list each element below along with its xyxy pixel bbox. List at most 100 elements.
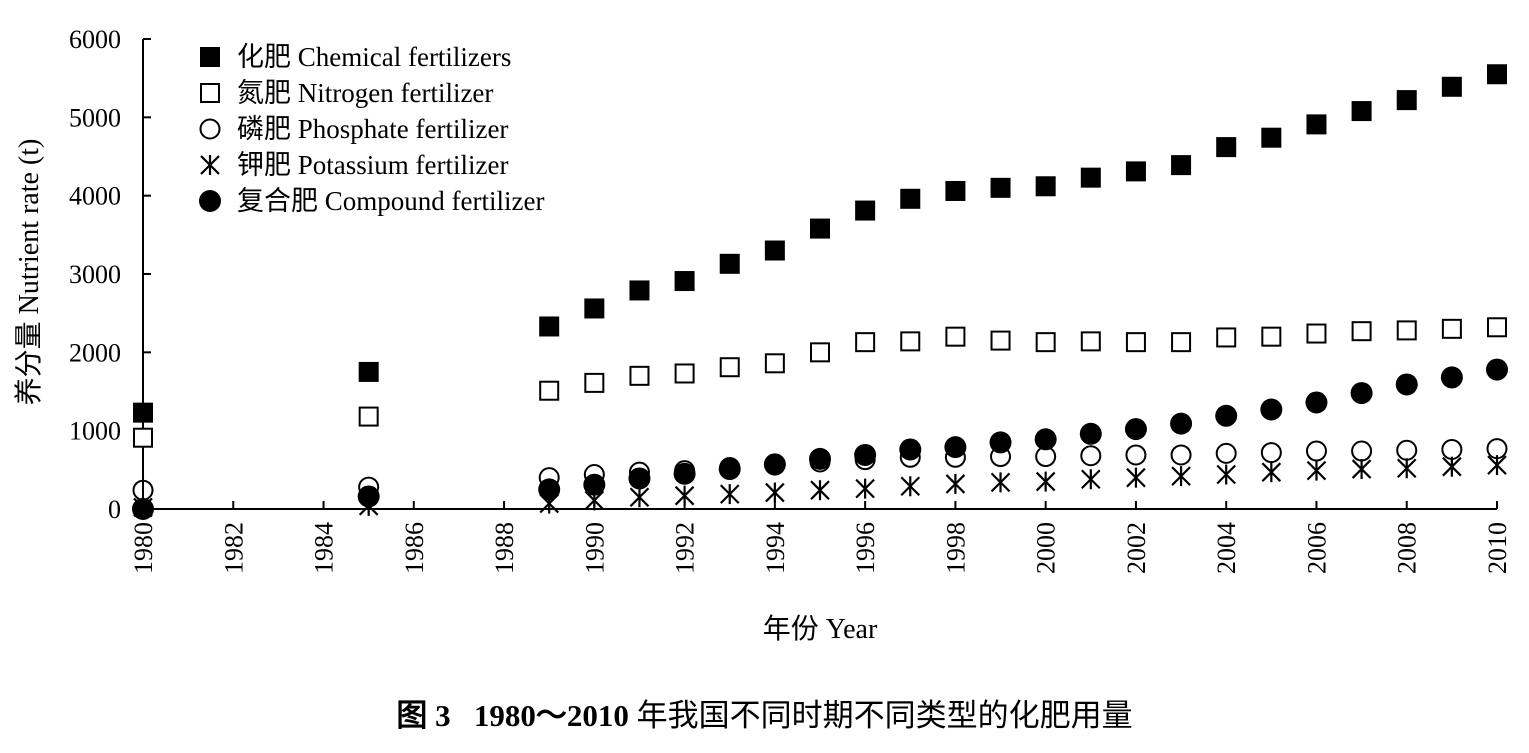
x-tick-label: 1996 <box>851 522 880 574</box>
potassium-fertilizer-point <box>1035 471 1056 492</box>
potassium-fertilizer-point <box>1306 460 1327 481</box>
ticks: 0 1000 2000 3000 4000 5000 6000 1980 1982 1984 198… <box>69 25 1512 574</box>
potassium-fertilizer-point <box>855 478 875 499</box>
nitrogen-fertilizer-point <box>629 365 650 386</box>
x-tick-label: 2006 <box>1302 522 1331 574</box>
potassium-fertilizer-point <box>1351 459 1372 480</box>
potassium-fertilizer-point <box>1081 469 1101 490</box>
potassium-fertilizer-point <box>810 480 830 501</box>
legend-entry: 磷肥 Phosphate fertilizer <box>237 114 508 144</box>
legend-marker <box>200 155 220 175</box>
nitrogen-fertilizer-point <box>1216 327 1237 348</box>
chemical-fertilizer-point <box>990 177 1011 198</box>
x-tick-label: 1980 <box>129 522 158 574</box>
legend-marker <box>200 83 220 103</box>
chemical-fertilizer-point <box>1035 176 1056 197</box>
nitrogen-fertilizer-point <box>1441 318 1462 339</box>
compound-fertilizer-point <box>1170 412 1193 435</box>
chemical-fertilizer-point <box>1396 90 1417 111</box>
potassium-fertilizer-point <box>1442 456 1462 477</box>
legend-marker <box>199 118 221 140</box>
legend-marker <box>199 190 221 212</box>
scatter-chart: 0 1000 2000 3000 4000 5000 6000 1980 1982 1984 198… <box>13 25 1512 645</box>
x-tick-label: 1988 <box>490 522 519 574</box>
chemical-fertilizer-point <box>764 240 785 261</box>
figure-caption-text: 年我国不同时期不同类型的化肥用量 <box>628 698 1133 733</box>
chemical-fertilizer-point <box>1351 101 1372 122</box>
compound-fertilizer-point <box>1486 358 1508 381</box>
y-axis-label: 养分量 Nutrient rate (t) <box>13 139 45 406</box>
compound-fertilizer-point <box>132 498 154 520</box>
phosphate-fertilizer-point <box>1305 440 1327 462</box>
compound-fertilizer-point <box>1260 398 1283 421</box>
potassium-fertilizer-point <box>1126 467 1146 488</box>
compound-fertilizer-point <box>1440 366 1463 389</box>
legend: 化肥 Chemical fertilizers 氮肥 Nitrogen ferti… <box>199 42 544 216</box>
chemical-fertilizer-point <box>1171 155 1192 176</box>
chemical-fertilizer-point <box>674 271 695 292</box>
chemical-fertilizer-point <box>1080 167 1101 188</box>
compound-fertilizer-point <box>899 438 922 461</box>
legend-marker <box>200 47 220 67</box>
compound-fertilizer-point <box>1034 428 1057 451</box>
chemical-fertilizer-point <box>1261 127 1282 148</box>
chemical-fertilizer-point <box>855 200 876 221</box>
x-axis-label: 年份 Year <box>763 613 878 645</box>
phosphate-fertilizer-point <box>1396 439 1418 461</box>
nitrogen-fertilizer-point <box>810 342 830 363</box>
nitrogen-fertilizer-point <box>133 427 153 448</box>
nitrogen-fertilizer-point <box>855 332 876 353</box>
axes <box>142 39 1497 510</box>
nitrogen-fertilizer-point <box>584 372 605 393</box>
compound-fertilizer-point <box>538 478 561 501</box>
compound-fertilizer-point <box>673 462 696 485</box>
x-tick-label: 2004 <box>1212 522 1241 574</box>
compound-fertilizer-point <box>989 431 1012 454</box>
phosphate-fertilizer-point <box>1170 444 1192 466</box>
x-tick-label: 2000 <box>1032 522 1061 574</box>
potassium-fertilizer-point <box>629 487 650 508</box>
chemical-fertilizer-point <box>1441 76 1462 97</box>
chemical-fertilizer-point <box>1216 137 1237 158</box>
figure-year-range: 1980～2010 <box>473 698 629 733</box>
chemical-fertilizer-point <box>629 280 650 301</box>
nitrogen-fertilizer-point <box>1035 332 1056 353</box>
phosphate-fertilizer-point <box>1260 442 1282 464</box>
figure-number: 图 3 <box>396 698 451 733</box>
compound-fertilizer-point <box>718 458 741 481</box>
nitrogen-fertilizer-point <box>1351 321 1372 342</box>
chemical-fertilizer-point <box>1306 114 1327 135</box>
nitrogen-fertilizer-point <box>539 380 560 401</box>
x-tick-label: 1990 <box>580 522 609 574</box>
x-tick-label: 1992 <box>671 522 700 574</box>
legend-entry: 钾肥 Potassium fertilizer <box>237 150 508 180</box>
chemical-fertilizer-point <box>1125 161 1146 182</box>
potassium-fertilizer-point <box>1216 464 1236 485</box>
y-tick-label: 3000 <box>69 260 121 289</box>
chemical-fertilizer-point <box>539 316 560 337</box>
nitrogen-fertilizer-point <box>990 330 1011 351</box>
potassium-fertilizer-point <box>719 484 740 505</box>
potassium-fertilizer-point <box>990 472 1011 493</box>
y-tick-label: 5000 <box>69 103 121 132</box>
compound-fertilizer-point <box>1305 391 1328 414</box>
x-tick-label: 1982 <box>219 522 248 574</box>
x-tick-label: 1986 <box>400 522 429 574</box>
chemical-fertilizer-point <box>584 298 605 319</box>
y-tick-label: 6000 <box>69 25 121 54</box>
chemical-fertilizer-point <box>945 180 966 201</box>
phosphate-fertilizer-point <box>1441 438 1463 460</box>
compound-fertilizer-point <box>628 467 651 490</box>
potassium-fertilizer-point <box>1171 466 1191 487</box>
chemical-fertilizer-point <box>719 253 740 274</box>
nitrogen-fertilizer-point <box>900 331 921 352</box>
potassium-fertilizer-point <box>945 473 966 494</box>
compound-fertilizer-point <box>1079 422 1102 445</box>
compound-fertilizer-point <box>1215 404 1238 427</box>
nitrogen-fertilizer-point <box>945 326 966 347</box>
chemical-fertilizer-point <box>358 361 379 382</box>
nitrogen-fertilizer-point <box>674 363 695 384</box>
compound-fertilizer-point <box>809 447 831 470</box>
x-tick-label: 1994 <box>761 522 790 574</box>
chemical-fertilizer-point <box>810 218 830 239</box>
